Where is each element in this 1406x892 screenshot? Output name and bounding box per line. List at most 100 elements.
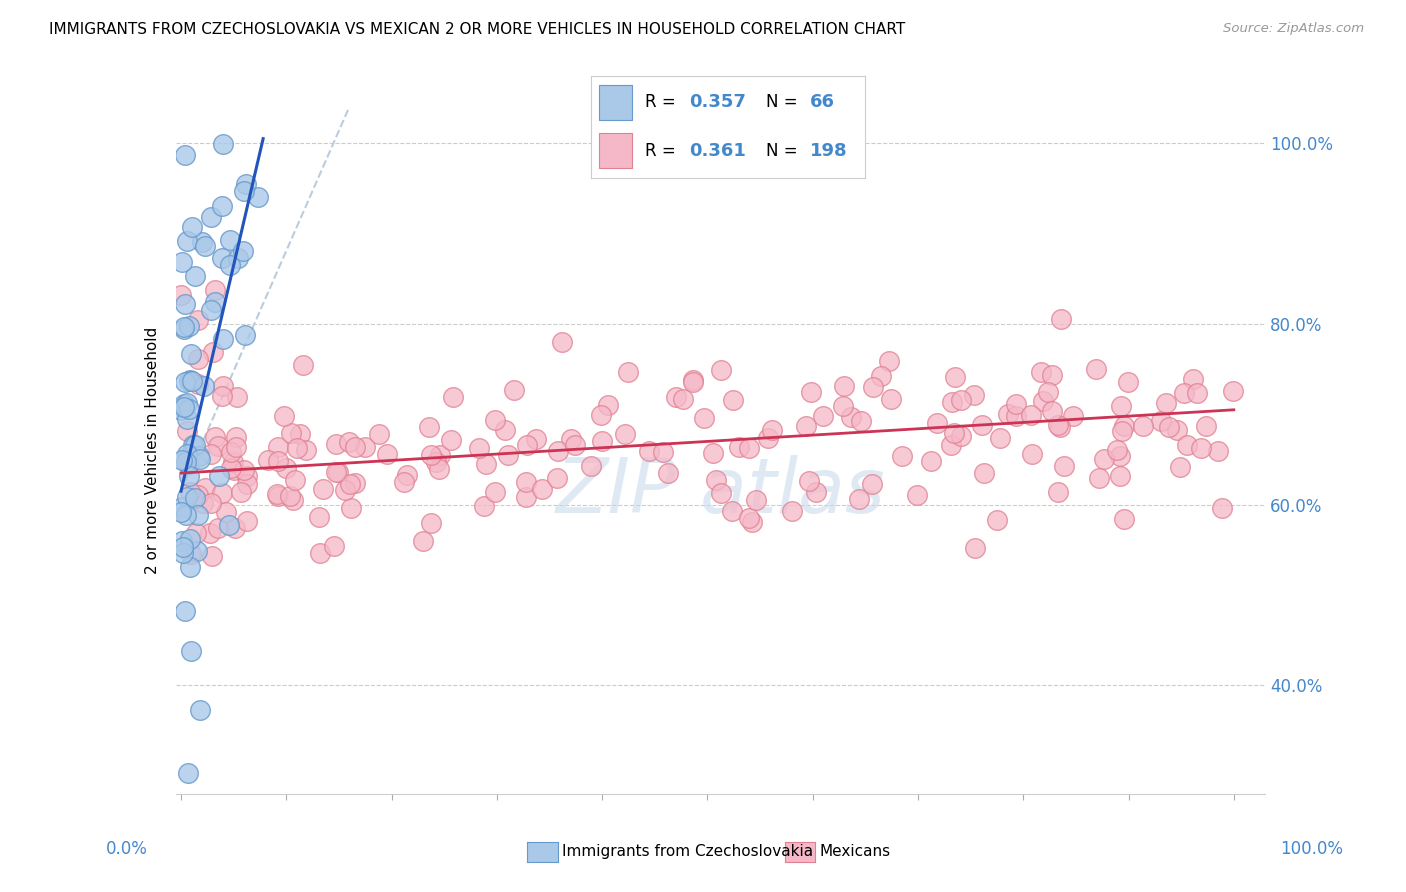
Point xyxy=(177,401,200,416)
Point xyxy=(224,520,246,534)
Point xyxy=(200,211,222,225)
Point xyxy=(179,374,201,388)
Point xyxy=(848,491,870,506)
Point xyxy=(326,465,349,479)
Point xyxy=(339,476,361,491)
Point xyxy=(997,407,1019,421)
Point xyxy=(941,395,963,409)
Point xyxy=(973,466,995,480)
Point xyxy=(1032,394,1054,409)
Point xyxy=(806,485,828,500)
Point xyxy=(392,475,415,489)
Point xyxy=(225,390,247,404)
Point xyxy=(761,424,783,438)
Point xyxy=(191,496,214,510)
Point xyxy=(1195,418,1218,433)
Point xyxy=(256,453,278,467)
Point xyxy=(177,468,200,483)
Text: 198: 198 xyxy=(810,142,848,160)
Point xyxy=(267,454,290,468)
Point xyxy=(963,387,986,401)
Point xyxy=(1053,459,1076,474)
Point xyxy=(339,435,361,450)
Point xyxy=(343,440,366,454)
Point xyxy=(224,463,246,477)
Point xyxy=(963,541,986,555)
Point xyxy=(184,438,207,452)
Text: 100.0%: 100.0% xyxy=(1279,840,1343,858)
Point xyxy=(591,434,613,449)
Point xyxy=(225,440,247,454)
Point xyxy=(173,397,195,411)
Point xyxy=(235,177,257,191)
Point xyxy=(176,424,198,438)
Point xyxy=(860,477,883,491)
Point xyxy=(682,373,704,387)
Point xyxy=(176,234,198,248)
Point xyxy=(1175,438,1198,452)
Point xyxy=(198,525,221,540)
Point xyxy=(187,351,209,366)
Point xyxy=(596,398,619,412)
Point xyxy=(425,455,447,469)
Point xyxy=(494,423,516,437)
Point xyxy=(232,463,254,477)
Point xyxy=(745,493,768,508)
Point xyxy=(1021,446,1043,460)
Point xyxy=(710,485,733,500)
Point xyxy=(174,603,197,617)
Point xyxy=(187,488,209,502)
Point xyxy=(1046,418,1069,433)
Point xyxy=(1040,404,1063,418)
Text: 0.361: 0.361 xyxy=(689,142,747,160)
Point xyxy=(589,408,612,422)
Point xyxy=(284,473,307,487)
Point xyxy=(225,430,247,444)
Point xyxy=(221,445,243,459)
Point xyxy=(193,482,215,496)
Point xyxy=(396,467,419,482)
Point xyxy=(211,199,233,213)
Point xyxy=(344,475,367,490)
Point xyxy=(496,448,519,462)
Bar xyxy=(599,133,631,168)
Text: Mexicans: Mexicans xyxy=(820,845,891,859)
Point xyxy=(174,148,197,162)
Point xyxy=(1049,419,1071,434)
Point xyxy=(200,303,222,318)
Y-axis label: 2 or more Vehicles in Household: 2 or more Vehicles in Household xyxy=(145,326,160,574)
Point xyxy=(832,400,855,414)
Point xyxy=(550,335,572,350)
Point xyxy=(738,442,761,456)
Point xyxy=(1116,376,1139,390)
Point xyxy=(273,409,295,423)
Point xyxy=(323,539,346,553)
Point xyxy=(172,546,194,560)
Point xyxy=(741,515,763,529)
Point xyxy=(207,521,229,535)
Point xyxy=(219,258,242,272)
Point xyxy=(202,345,225,359)
Point xyxy=(375,447,398,461)
Point xyxy=(664,390,686,404)
Point xyxy=(1004,397,1026,411)
Point xyxy=(547,444,569,458)
Point xyxy=(1189,442,1212,456)
Point xyxy=(839,409,862,424)
Point xyxy=(170,505,193,519)
Point xyxy=(219,233,242,247)
Point xyxy=(176,395,198,409)
Point xyxy=(174,455,197,469)
Point xyxy=(188,703,211,717)
Point xyxy=(186,543,208,558)
Point xyxy=(222,455,245,469)
Point xyxy=(472,499,495,513)
Point xyxy=(267,489,290,503)
Text: IMMIGRANTS FROM CZECHOSLOVAKIA VS MEXICAN 2 OR MORE VEHICLES IN HOUSEHOLD CORREL: IMMIGRANTS FROM CZECHOSLOVAKIA VS MEXICA… xyxy=(49,22,905,37)
Point xyxy=(862,380,884,394)
Point xyxy=(339,501,361,516)
Point xyxy=(187,377,209,392)
Point xyxy=(418,419,440,434)
Point xyxy=(181,438,204,452)
Point xyxy=(1206,443,1229,458)
